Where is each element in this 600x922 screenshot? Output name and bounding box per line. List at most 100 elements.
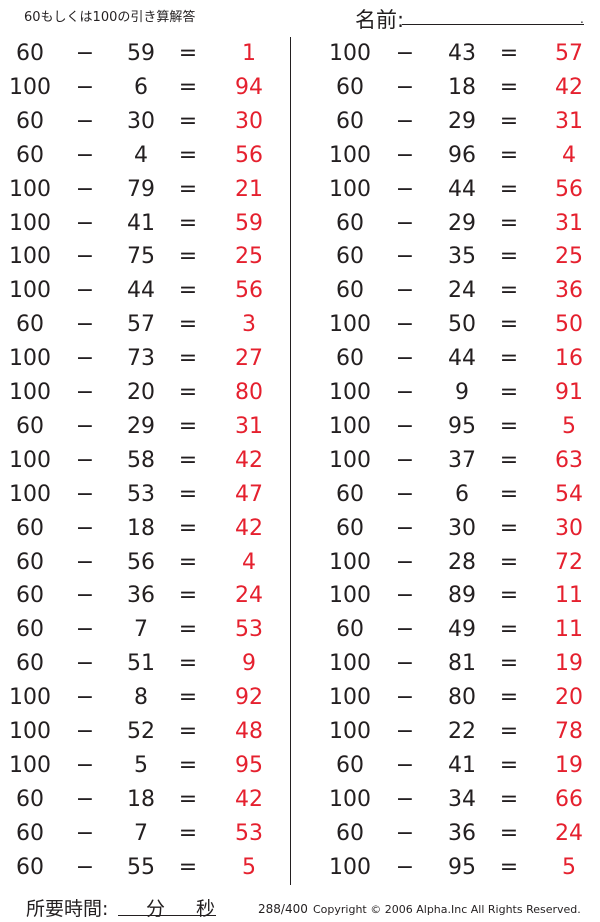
left-row-23-minus-sign: −: [75, 786, 95, 812]
left-row-17-subtrahend: 36: [127, 583, 155, 609]
right-row-5-minus-sign: −: [395, 176, 415, 202]
right-row-23-answer: 66: [555, 786, 583, 812]
left-row-15-subtrahend: 18: [127, 515, 155, 541]
right-row-4-subtrahend: 96: [448, 142, 476, 168]
left-row-15-minus-sign: −: [75, 515, 95, 541]
right-row-19-minuend: 100: [329, 651, 371, 677]
right-row-18-subtrahend: 49: [448, 617, 476, 643]
right-row-3-minus-sign: −: [395, 108, 415, 134]
left-row-2-subtrahend: 6: [134, 74, 148, 100]
right-row-7-subtrahend: 35: [448, 244, 476, 270]
left-row-10-minus-sign: −: [75, 346, 95, 372]
right-row-17-minuend: 100: [329, 583, 371, 609]
left-row-24-answer: 53: [235, 820, 263, 846]
right-row-11-minuend: 100: [329, 380, 371, 405]
right-row-14-minus-sign: −: [395, 481, 415, 507]
left-row-19-equals-sign: =: [178, 651, 198, 677]
left-row-4-equals-sign: =: [178, 142, 198, 168]
left-row-2-equals-sign: =: [178, 74, 198, 100]
left-row-23-equals-sign: =: [178, 786, 198, 812]
left-row-22-equals-sign: =: [178, 752, 198, 778]
left-row-8-subtrahend: 44: [127, 278, 155, 304]
right-row-20-answer: 20: [555, 685, 583, 711]
left-row-6-answer: 59: [235, 210, 263, 236]
right-row-3-minuend: 60: [336, 108, 364, 134]
right-row-6-minuend: 60: [336, 210, 364, 236]
left-row-12-answer: 31: [235, 413, 263, 439]
left-row-15-answer: 42: [235, 515, 263, 541]
left-row-21-equals-sign: =: [178, 719, 198, 744]
left-row-4-minus-sign: −: [75, 142, 95, 168]
left-row-13-minus-sign: −: [75, 447, 95, 473]
right-row-1-minus-sign: −: [395, 41, 415, 66]
left-row-3-subtrahend: 30: [127, 108, 155, 134]
left-row-7-equals-sign: =: [178, 244, 198, 270]
right-row-13-equals-sign: =: [499, 447, 519, 473]
right-row-19-subtrahend: 81: [448, 651, 476, 677]
left-row-12-equals-sign: =: [178, 413, 198, 439]
right-row-3-answer: 31: [555, 108, 583, 134]
right-row-24-answer: 24: [555, 820, 583, 846]
left-row-9-answer: 3: [242, 312, 256, 338]
right-row-17-subtrahend: 89: [448, 583, 476, 609]
left-row-16-answer: 4: [242, 549, 256, 575]
worksheet-title: 60もしくは100の引き算解答: [24, 10, 196, 25]
right-row-11-equals-sign: =: [499, 380, 519, 405]
right-row-9-subtrahend: 50: [448, 312, 476, 338]
right-row-14-subtrahend: 6: [455, 481, 469, 507]
right-row-12-minuend: 100: [329, 413, 371, 439]
right-row-21-minus-sign: −: [395, 719, 415, 744]
page-number: 288/400: [258, 902, 308, 916]
right-row-14-equals-sign: =: [499, 481, 519, 507]
right-row-23-minus-sign: −: [395, 786, 415, 812]
right-row-13-minuend: 100: [329, 447, 371, 473]
right-row-4-minuend: 100: [329, 142, 371, 168]
left-row-21-minuend: 100: [9, 719, 51, 744]
left-row-19-minuend: 60: [16, 651, 44, 677]
right-row-25-answer: 5: [562, 854, 576, 880]
left-row-19-minus-sign: −: [75, 651, 95, 677]
right-row-15-equals-sign: =: [499, 515, 519, 541]
left-row-14-minus-sign: −: [75, 481, 95, 507]
right-row-4-answer: 4: [562, 142, 576, 168]
minutes-label: 分: [146, 898, 166, 920]
right-row-6-answer: 31: [555, 210, 583, 236]
right-row-22-equals-sign: =: [499, 752, 519, 778]
left-row-11-minus-sign: −: [75, 380, 95, 405]
left-row-13-equals-sign: =: [178, 447, 198, 473]
left-row-8-equals-sign: =: [178, 278, 198, 304]
right-row-9-minuend: 100: [329, 312, 371, 338]
left-row-15-equals-sign: =: [178, 515, 198, 541]
name-field-line: [402, 24, 584, 25]
left-row-22-minuend: 100: [9, 752, 51, 778]
left-row-17-equals-sign: =: [178, 583, 198, 609]
left-row-10-minuend: 100: [9, 346, 51, 372]
left-row-4-answer: 56: [235, 142, 263, 168]
left-row-14-minuend: 100: [9, 481, 51, 507]
left-row-3-minus-sign: −: [75, 108, 95, 134]
right-row-23-equals-sign: =: [499, 786, 519, 812]
right-row-7-answer: 25: [555, 244, 583, 270]
left-row-14-answer: 47: [235, 481, 263, 507]
left-row-16-minuend: 60: [16, 549, 44, 575]
left-row-13-subtrahend: 58: [127, 447, 155, 473]
right-row-8-minuend: 60: [336, 278, 364, 304]
right-row-17-minus-sign: −: [395, 583, 415, 609]
right-row-24-equals-sign: =: [499, 820, 519, 846]
right-row-11-answer: 91: [555, 380, 583, 405]
right-row-1-subtrahend: 43: [448, 41, 476, 66]
right-row-2-minuend: 60: [336, 74, 364, 100]
right-row-24-subtrahend: 36: [448, 820, 476, 846]
right-row-12-equals-sign: =: [499, 413, 519, 439]
left-row-5-equals-sign: =: [178, 176, 198, 202]
left-row-18-subtrahend: 7: [134, 617, 148, 643]
right-row-20-minuend: 100: [329, 685, 371, 711]
left-row-11-subtrahend: 20: [127, 380, 155, 405]
left-row-6-minus-sign: −: [75, 210, 95, 236]
right-row-21-minuend: 100: [329, 719, 371, 744]
left-row-9-minuend: 60: [16, 312, 44, 338]
left-row-25-equals-sign: =: [178, 854, 198, 880]
right-row-16-subtrahend: 28: [448, 549, 476, 575]
left-row-12-minus-sign: −: [75, 413, 95, 439]
